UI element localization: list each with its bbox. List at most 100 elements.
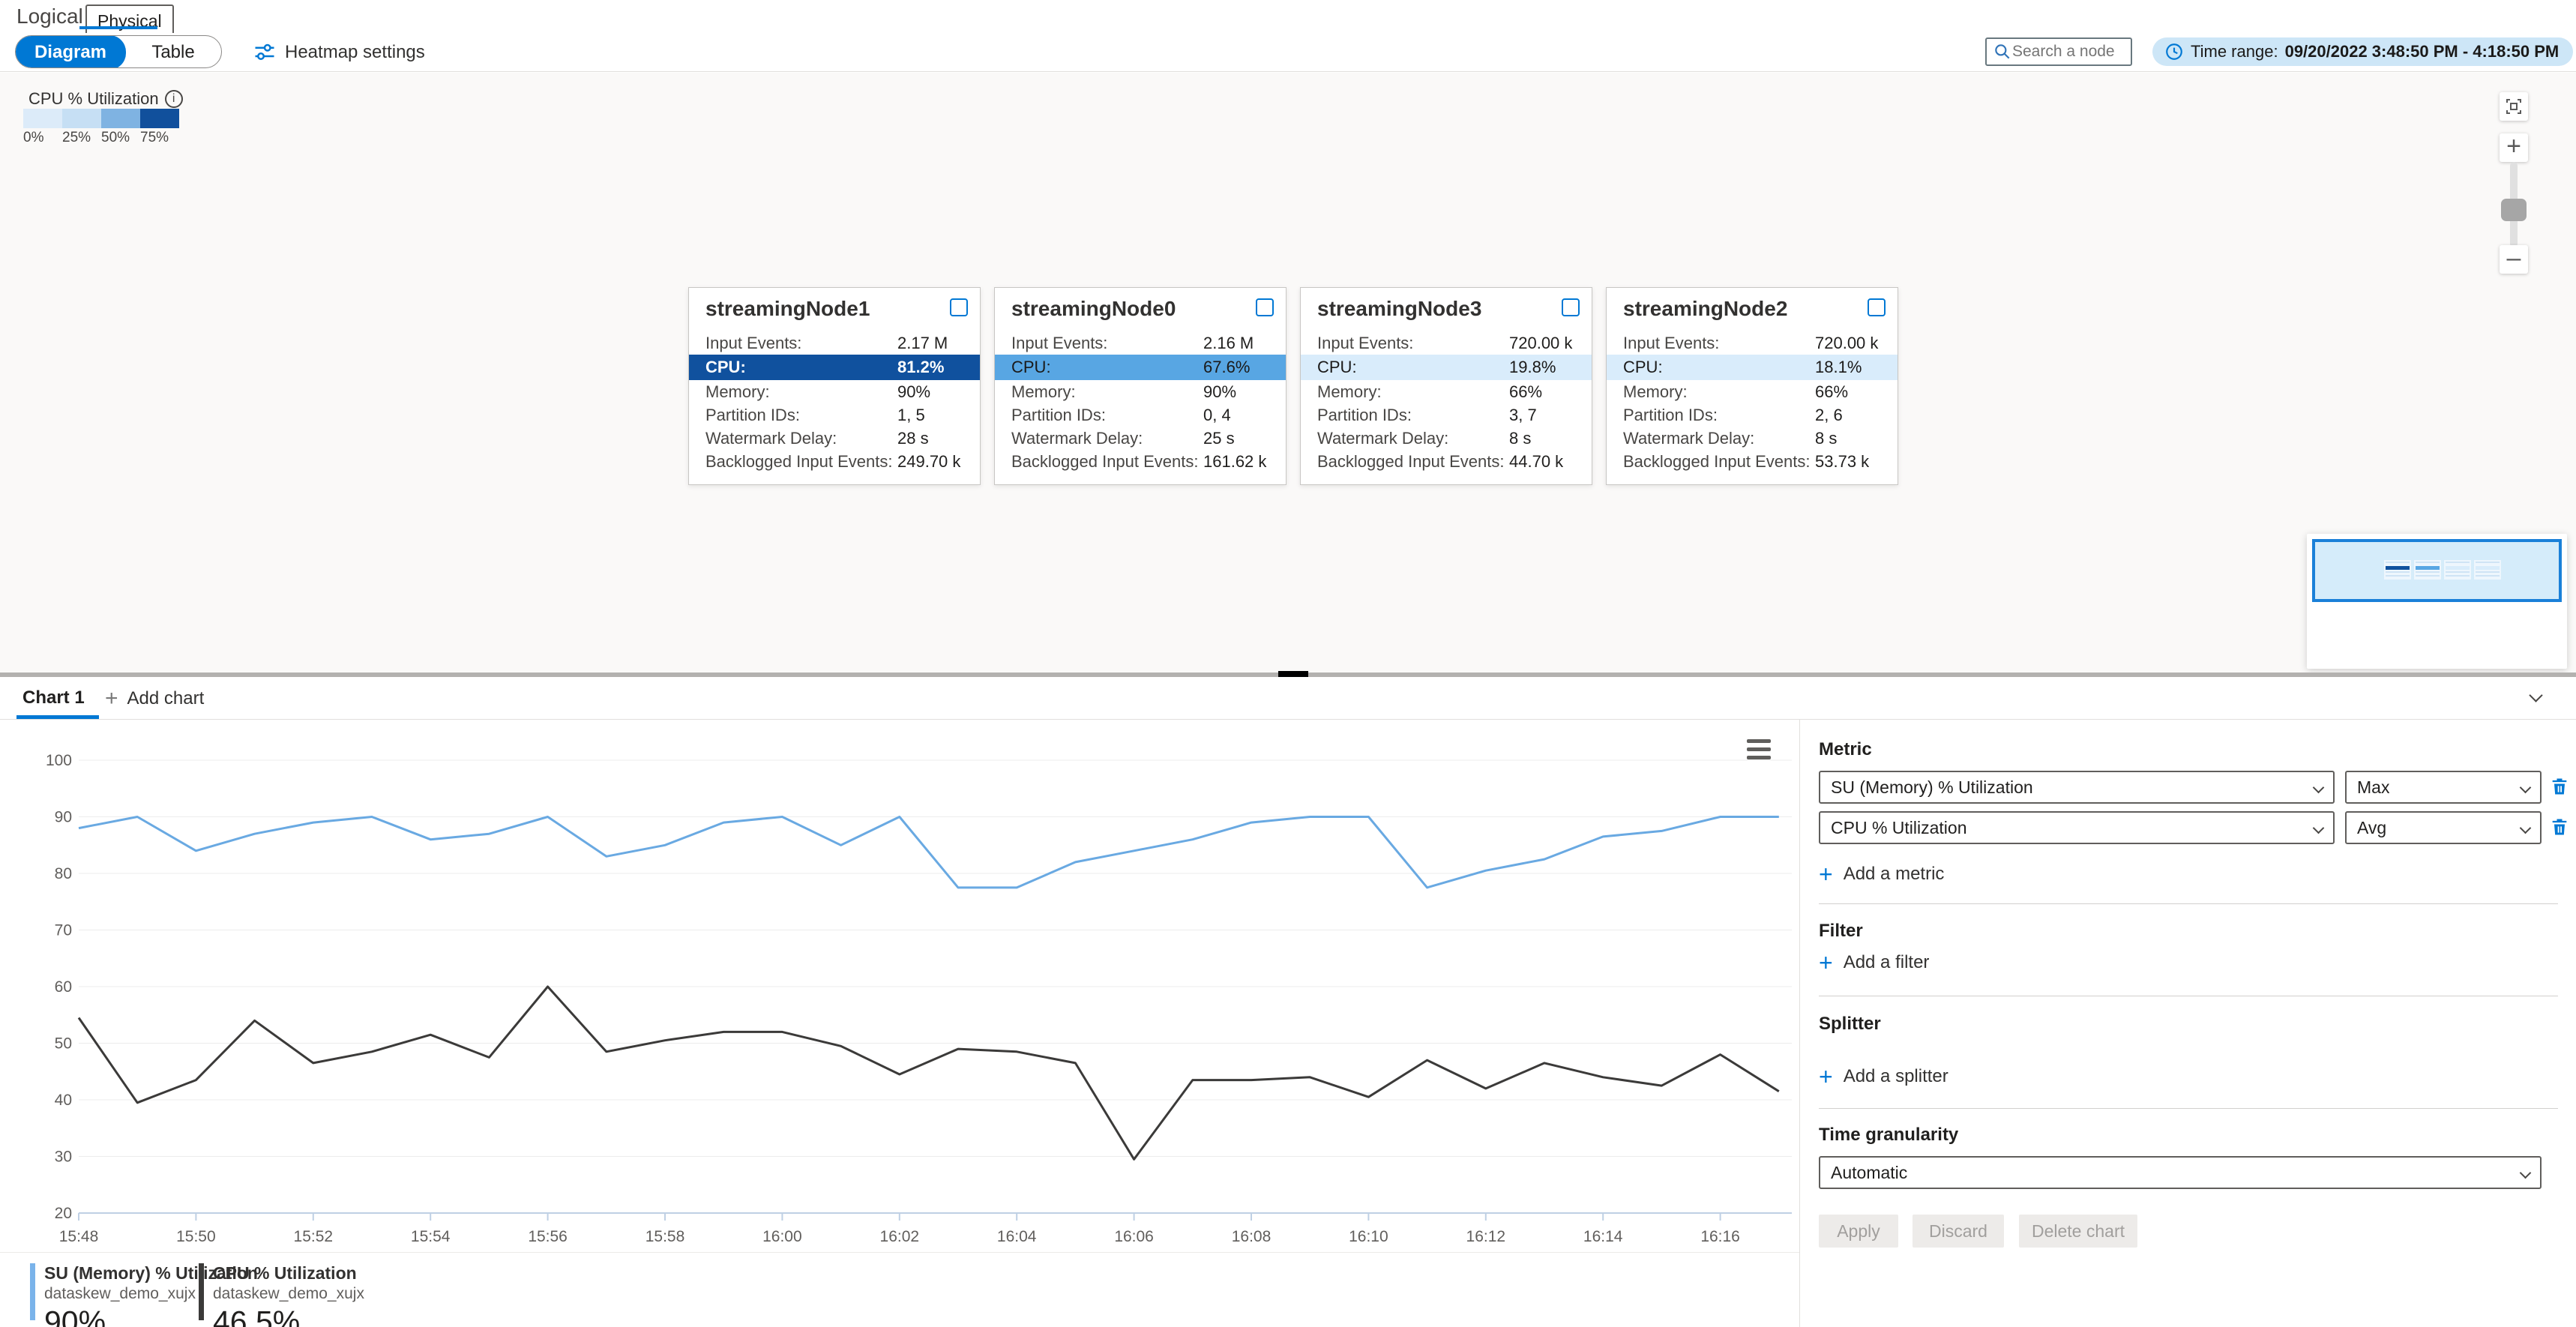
- collapse-panel-button[interactable]: [2529, 688, 2543, 704]
- stat-value: 161.62 k: [1203, 451, 1267, 471]
- plus-icon: +: [1819, 949, 1833, 976]
- apply-button[interactable]: Apply: [1819, 1215, 1898, 1248]
- node-stat-row: Backlogged Input Events: 53.73 k: [1607, 450, 1898, 473]
- svg-text:15:58: 15:58: [645, 1228, 685, 1245]
- tab-logical[interactable]: Logical: [16, 4, 83, 28]
- diagram-toggle-button[interactable]: Diagram: [16, 36, 126, 67]
- node-card-streamingNode0[interactable]: streamingNode0 Input Events: 2.16 M CPU: 67.…: [994, 287, 1287, 485]
- svg-text:16:14: 16:14: [1583, 1228, 1623, 1245]
- fit-to-screen-button[interactable]: [2500, 92, 2528, 121]
- stat-value: 19.8%: [1509, 358, 1556, 376]
- heatmap-settings-button[interactable]: Heatmap settings: [253, 39, 425, 66]
- metric-select-2[interactable]: CPU % Utilization: [1819, 811, 2335, 844]
- node-stat-row: Backlogged Input Events: 249.70 k: [689, 450, 980, 473]
- minimap-viewport[interactable]: [2312, 539, 2562, 602]
- stat-label: CPU:: [705, 358, 746, 376]
- node-search: [1985, 37, 2132, 66]
- zoom-slider-handle[interactable]: [2501, 199, 2527, 221]
- search-input[interactable]: [2012, 43, 2117, 61]
- add-filter-button[interactable]: + Add a filter: [1819, 951, 1929, 975]
- stat-label: Input Events:: [1317, 333, 1414, 352]
- svg-text:16:12: 16:12: [1466, 1228, 1506, 1245]
- node-checkbox[interactable]: [950, 298, 968, 316]
- minimap[interactable]: [2307, 534, 2567, 669]
- stat-label: Backlogged Input Events:: [1011, 451, 1199, 471]
- svg-text:40: 40: [55, 1092, 72, 1109]
- stat-value: 25 s: [1203, 428, 1235, 448]
- stat-label: Memory:: [705, 382, 770, 401]
- add-chart-label: Add chart: [127, 688, 205, 708]
- stat-label: CPU:: [1317, 358, 1357, 376]
- stat-value: 2, 6: [1815, 405, 1843, 424]
- node-stat-row: Input Events: 2.16 M: [995, 331, 1286, 355]
- stat-value: 90%: [897, 382, 931, 401]
- table-toggle-button[interactable]: Table: [151, 42, 195, 62]
- delete-metric-icon[interactable]: [2549, 816, 2572, 839]
- svg-text:16:00: 16:00: [762, 1228, 802, 1245]
- node-card-streamingNode3[interactable]: streamingNode3 Input Events: 720.00 k CPU: 1…: [1300, 287, 1592, 485]
- stat-label: Input Events:: [1623, 333, 1720, 352]
- stat-label: Partition IDs:: [1623, 405, 1718, 424]
- info-icon[interactable]: i: [164, 90, 183, 108]
- heatmap-swatch-label: 25%: [62, 130, 91, 145]
- heatmap-legend-swatches: [23, 109, 179, 128]
- diagram-canvas[interactable]: CPU % Utilization i 0% 25% 50% 75% streamin…: [0, 73, 2576, 672]
- node-stat-row: Partition IDs: 2, 6: [1607, 403, 1898, 427]
- node-card-streamingNode2[interactable]: streamingNode2 Input Events: 720.00 k CPU: 1…: [1606, 287, 1898, 485]
- heatmap-swatch: [62, 109, 101, 128]
- chart-menu-icon[interactable]: [1747, 739, 1771, 759]
- node-stat-row: Backlogged Input Events: 44.70 k: [1301, 450, 1592, 473]
- legend-color-bar: [199, 1263, 204, 1320]
- stat-value: 8 s: [1815, 428, 1838, 448]
- line-chart[interactable]: 100 90 80 70 60 50 40 30 20 15:48 15:50 15:52 15:54 1…: [0, 720, 1799, 1252]
- node-card-streamingNode1[interactable]: streamingNode1 Input Events: 2.17 M CPU: 81.…: [688, 287, 981, 485]
- metric-select-1[interactable]: SU (Memory) % Utilization: [1819, 771, 2335, 804]
- stat-label: Partition IDs:: [1011, 405, 1106, 424]
- stat-label: Partition IDs:: [705, 405, 800, 424]
- legend-item[interactable]: CPU % Utilization dataskew_demo_xujx 46.5%: [199, 1263, 364, 1327]
- aggregation-select-2[interactable]: Avg: [2345, 811, 2542, 844]
- add-metric-button[interactable]: + Add a metric: [1819, 862, 1944, 886]
- add-chart-button[interactable]: + Add chart: [105, 686, 204, 711]
- heatmap-swatch: [23, 109, 62, 128]
- stat-value: 8 s: [1509, 428, 1532, 448]
- legend-series-name: SU (Memory) % Utilization: [44, 1263, 258, 1283]
- stat-label: Backlogged Input Events:: [1317, 451, 1505, 471]
- svg-text:30: 30: [55, 1149, 72, 1166]
- time-granularity-select[interactable]: Automatic: [1819, 1156, 2542, 1189]
- heatmap-settings-label: Heatmap settings: [285, 42, 425, 62]
- stat-value: 28 s: [897, 428, 929, 448]
- stat-value: 66%: [1509, 382, 1543, 401]
- zoom-out-button[interactable]: –: [2500, 245, 2528, 274]
- stat-value: 66%: [1815, 382, 1849, 401]
- tab-chart-1[interactable]: Chart 1: [22, 687, 85, 708]
- heatmap-swatch: [101, 109, 140, 128]
- node-checkbox[interactable]: [1562, 298, 1580, 316]
- stat-label: Memory:: [1011, 382, 1076, 401]
- zoom-in-button[interactable]: +: [2500, 133, 2528, 162]
- active-tab-underline: [79, 26, 157, 29]
- node-checkbox[interactable]: [1868, 298, 1886, 316]
- node-title: streamingNode0: [1011, 297, 1176, 320]
- aggregation-select-1[interactable]: Max: [2345, 771, 2542, 804]
- add-splitter-button[interactable]: + Add a splitter: [1819, 1065, 1948, 1089]
- svg-text:15:48: 15:48: [59, 1228, 99, 1245]
- delete-chart-button[interactable]: Delete chart: [2019, 1215, 2137, 1248]
- add-metric-label: Add a metric: [1843, 864, 1945, 884]
- stat-label: Memory:: [1317, 382, 1382, 401]
- delete-metric-icon[interactable]: [2549, 776, 2572, 798]
- node-checkbox[interactable]: [1256, 298, 1274, 316]
- legend-current-value: 90%: [44, 1305, 106, 1327]
- stat-value: 3, 7: [1509, 405, 1537, 424]
- discard-button[interactable]: Discard: [1913, 1215, 2004, 1248]
- time-range-picker[interactable]: Time range: 09/20/2022 3:48:50 PM - 4:18…: [2152, 37, 2573, 66]
- splitter-drag-handle[interactable]: [1278, 671, 1308, 678]
- svg-text:16:16: 16:16: [1700, 1228, 1740, 1245]
- svg-text:15:56: 15:56: [528, 1228, 568, 1245]
- stat-value: 53.73 k: [1815, 451, 1870, 471]
- heatmap-legend-label: CPU % Utilization: [28, 89, 159, 108]
- minimap-node: [2474, 560, 2501, 580]
- node-cpu-row: CPU: 81.2%: [689, 355, 980, 380]
- legend-item[interactable]: SU (Memory) % Utilization dataskew_demo_x…: [30, 1263, 258, 1327]
- search-icon: [1995, 44, 2010, 59]
